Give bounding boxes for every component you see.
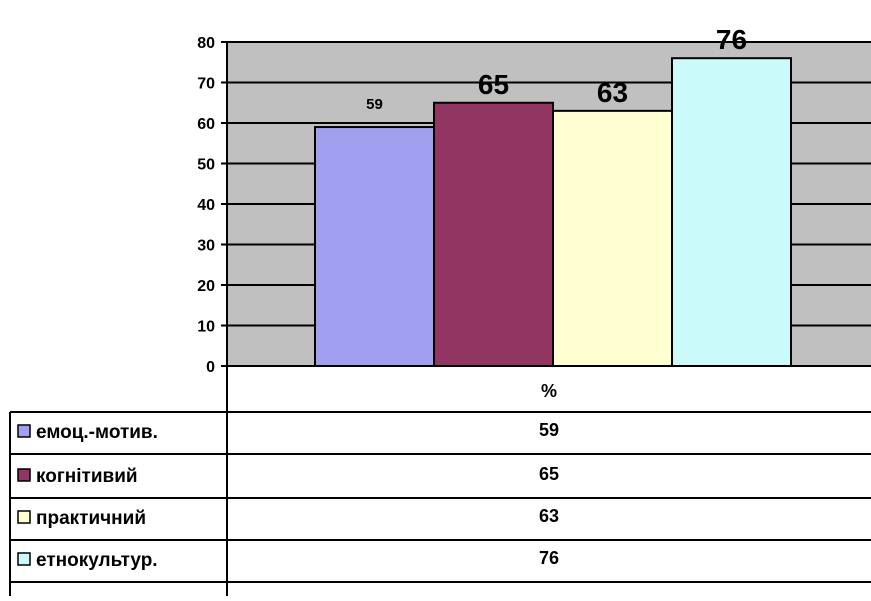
table-row-label: емоц.-мотив.	[36, 422, 158, 443]
data-label: 76	[716, 24, 747, 55]
bar	[552, 109, 673, 367]
bar	[314, 126, 435, 367]
table-row-label: практичний	[36, 508, 146, 529]
legend-key	[17, 510, 31, 524]
y-tick-label: 40	[197, 197, 215, 214]
table-row-value: 63	[539, 506, 559, 526]
y-tick-label: 30	[197, 238, 215, 255]
y-tick-label: 80	[197, 35, 215, 52]
table-row-value: 65	[539, 464, 559, 484]
table-row-label: когнітивий	[36, 466, 138, 487]
y-axis: 0 10 20 30 40 50 60 70 80	[197, 35, 871, 596]
y-tick-label: 10	[197, 319, 215, 336]
bar	[671, 57, 792, 367]
bar	[433, 101, 554, 367]
data-labels: 59 65 63 76	[366, 24, 747, 113]
legend-key	[17, 468, 31, 482]
bars	[314, 57, 792, 367]
data-label: 63	[597, 77, 628, 108]
legend-key	[17, 552, 31, 566]
y-tick-label: 70	[197, 76, 215, 93]
y-tick-label: 20	[197, 278, 215, 295]
data-label: 65	[478, 69, 509, 100]
data-table: % емоц.-мотив. 59 когнітивий 65 практичний 63 е…	[9, 381, 871, 596]
table-row-label: етнокультур.	[36, 550, 158, 571]
y-tick-label: 0	[206, 359, 215, 376]
data-label: 59	[366, 96, 383, 113]
y-tick-label: 50	[197, 157, 215, 174]
category-label: %	[541, 381, 557, 401]
y-tick-label: 60	[197, 116, 215, 133]
legend-key	[17, 424, 31, 438]
table-row-value: 76	[539, 548, 559, 568]
table-row-value: 59	[539, 420, 559, 440]
